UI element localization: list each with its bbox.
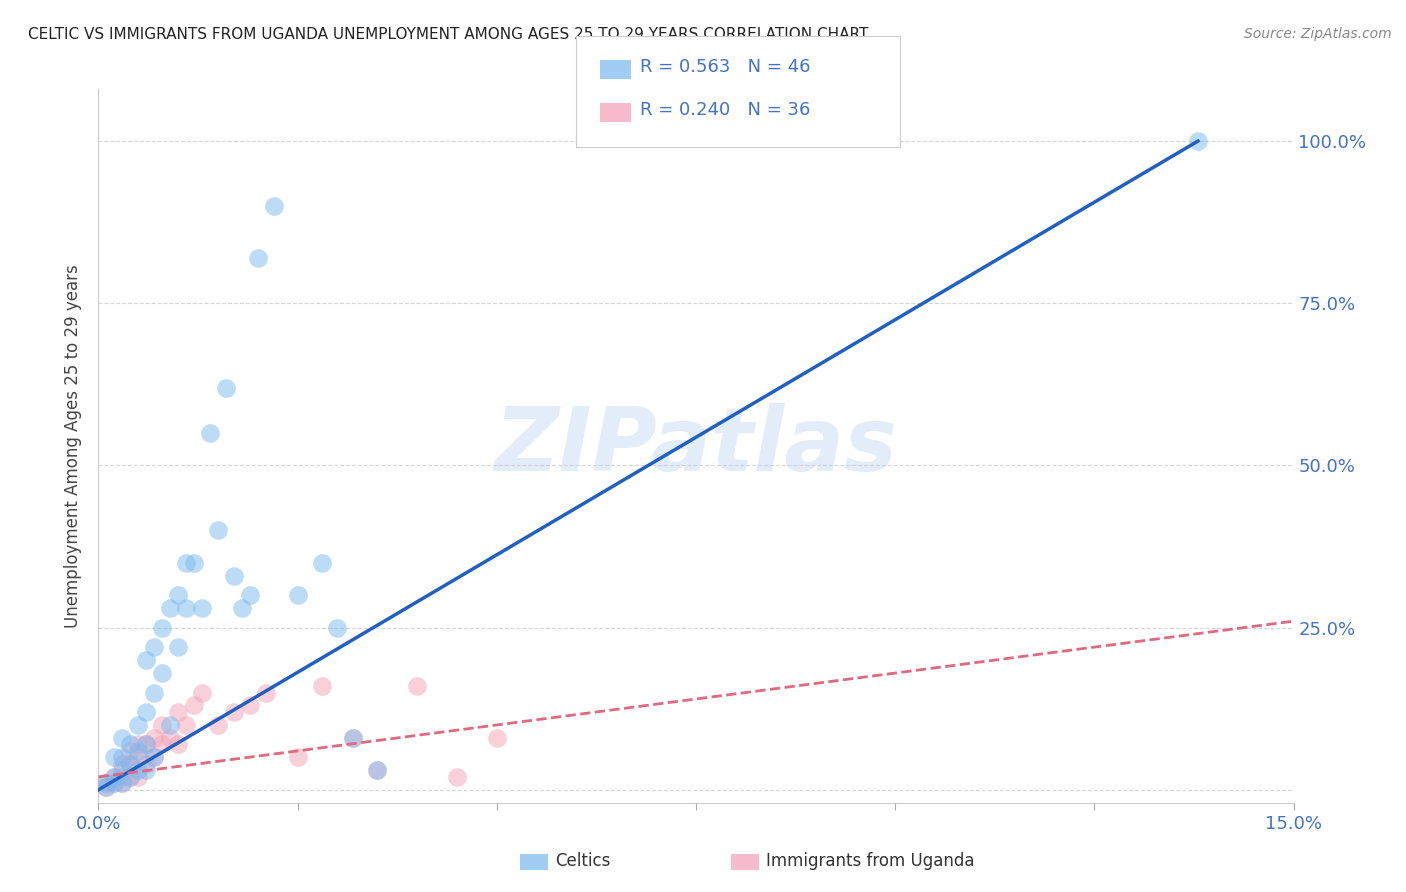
Text: Source: ZipAtlas.com: Source: ZipAtlas.com [1244, 27, 1392, 41]
Point [215, 381, 238, 395]
Point [96, 776, 118, 790]
Point [143, 750, 166, 764]
Point [120, 770, 142, 784]
Point [446, 770, 468, 784]
Point [103, 776, 125, 790]
Point [159, 601, 181, 615]
Point [120, 756, 142, 771]
Text: Celtics: Celtics [555, 852, 610, 870]
Point [311, 556, 333, 570]
Point [287, 588, 309, 602]
Y-axis label: Unemployment Among Ages 25 to 29 years: Unemployment Among Ages 25 to 29 years [65, 264, 83, 628]
Point [254, 685, 277, 699]
Point [103, 776, 125, 790]
Point [96, 780, 118, 794]
Point [111, 776, 134, 790]
Point [135, 764, 157, 778]
Point [135, 738, 157, 752]
Point [485, 731, 508, 745]
Point [287, 750, 309, 764]
Point [127, 744, 149, 758]
Point [150, 621, 173, 635]
Point [127, 718, 149, 732]
Point [120, 738, 142, 752]
Point [111, 764, 134, 778]
Point [263, 199, 285, 213]
Point [191, 685, 214, 699]
Point [191, 601, 214, 615]
Point [167, 738, 190, 752]
Point [135, 756, 157, 771]
Point [183, 556, 205, 570]
Point [111, 731, 134, 745]
Point [174, 718, 197, 732]
Point [103, 750, 125, 764]
Point [222, 568, 245, 582]
Text: R = 0.240   N = 36: R = 0.240 N = 36 [640, 101, 810, 119]
Point [231, 601, 253, 615]
Point [311, 679, 333, 693]
Point [143, 640, 166, 654]
Point [103, 770, 125, 784]
Point [120, 744, 142, 758]
Point [111, 756, 134, 771]
Point [103, 770, 125, 784]
Point [135, 738, 157, 752]
Point [174, 556, 197, 570]
Text: R = 0.563   N = 46: R = 0.563 N = 46 [640, 58, 810, 76]
Text: ZIPatlas: ZIPatlas [495, 402, 897, 490]
Point [239, 698, 262, 713]
Point [159, 718, 181, 732]
Point [326, 621, 349, 635]
Point [246, 251, 269, 265]
Point [167, 640, 190, 654]
Point [120, 770, 142, 784]
Point [159, 731, 181, 745]
Point [127, 750, 149, 764]
Point [207, 524, 229, 538]
Point [143, 750, 166, 764]
Point [111, 776, 134, 790]
Point [222, 705, 245, 719]
Point [127, 770, 149, 784]
Point [143, 731, 166, 745]
Point [111, 750, 134, 764]
Point [183, 698, 205, 713]
Point [207, 718, 229, 732]
Point [342, 731, 364, 745]
Point [96, 780, 118, 794]
Point [167, 588, 190, 602]
Point [150, 738, 173, 752]
Point [167, 705, 190, 719]
Text: Immigrants from Uganda: Immigrants from Uganda [766, 852, 974, 870]
Point [127, 764, 149, 778]
Point [143, 685, 166, 699]
Point [96, 776, 118, 790]
Point [111, 770, 134, 784]
Point [120, 756, 142, 771]
Point [174, 601, 197, 615]
Point [135, 705, 157, 719]
Point [150, 718, 173, 732]
Point [1187, 134, 1209, 148]
Point [406, 679, 429, 693]
Point [127, 738, 149, 752]
Point [366, 764, 388, 778]
Point [342, 731, 364, 745]
Point [135, 653, 157, 667]
Text: CELTIC VS IMMIGRANTS FROM UGANDA UNEMPLOYMENT AMONG AGES 25 TO 29 YEARS CORRELAT: CELTIC VS IMMIGRANTS FROM UGANDA UNEMPLO… [28, 27, 869, 42]
Point [239, 588, 262, 602]
Point [150, 666, 173, 681]
Point [198, 425, 221, 440]
Point [366, 764, 388, 778]
